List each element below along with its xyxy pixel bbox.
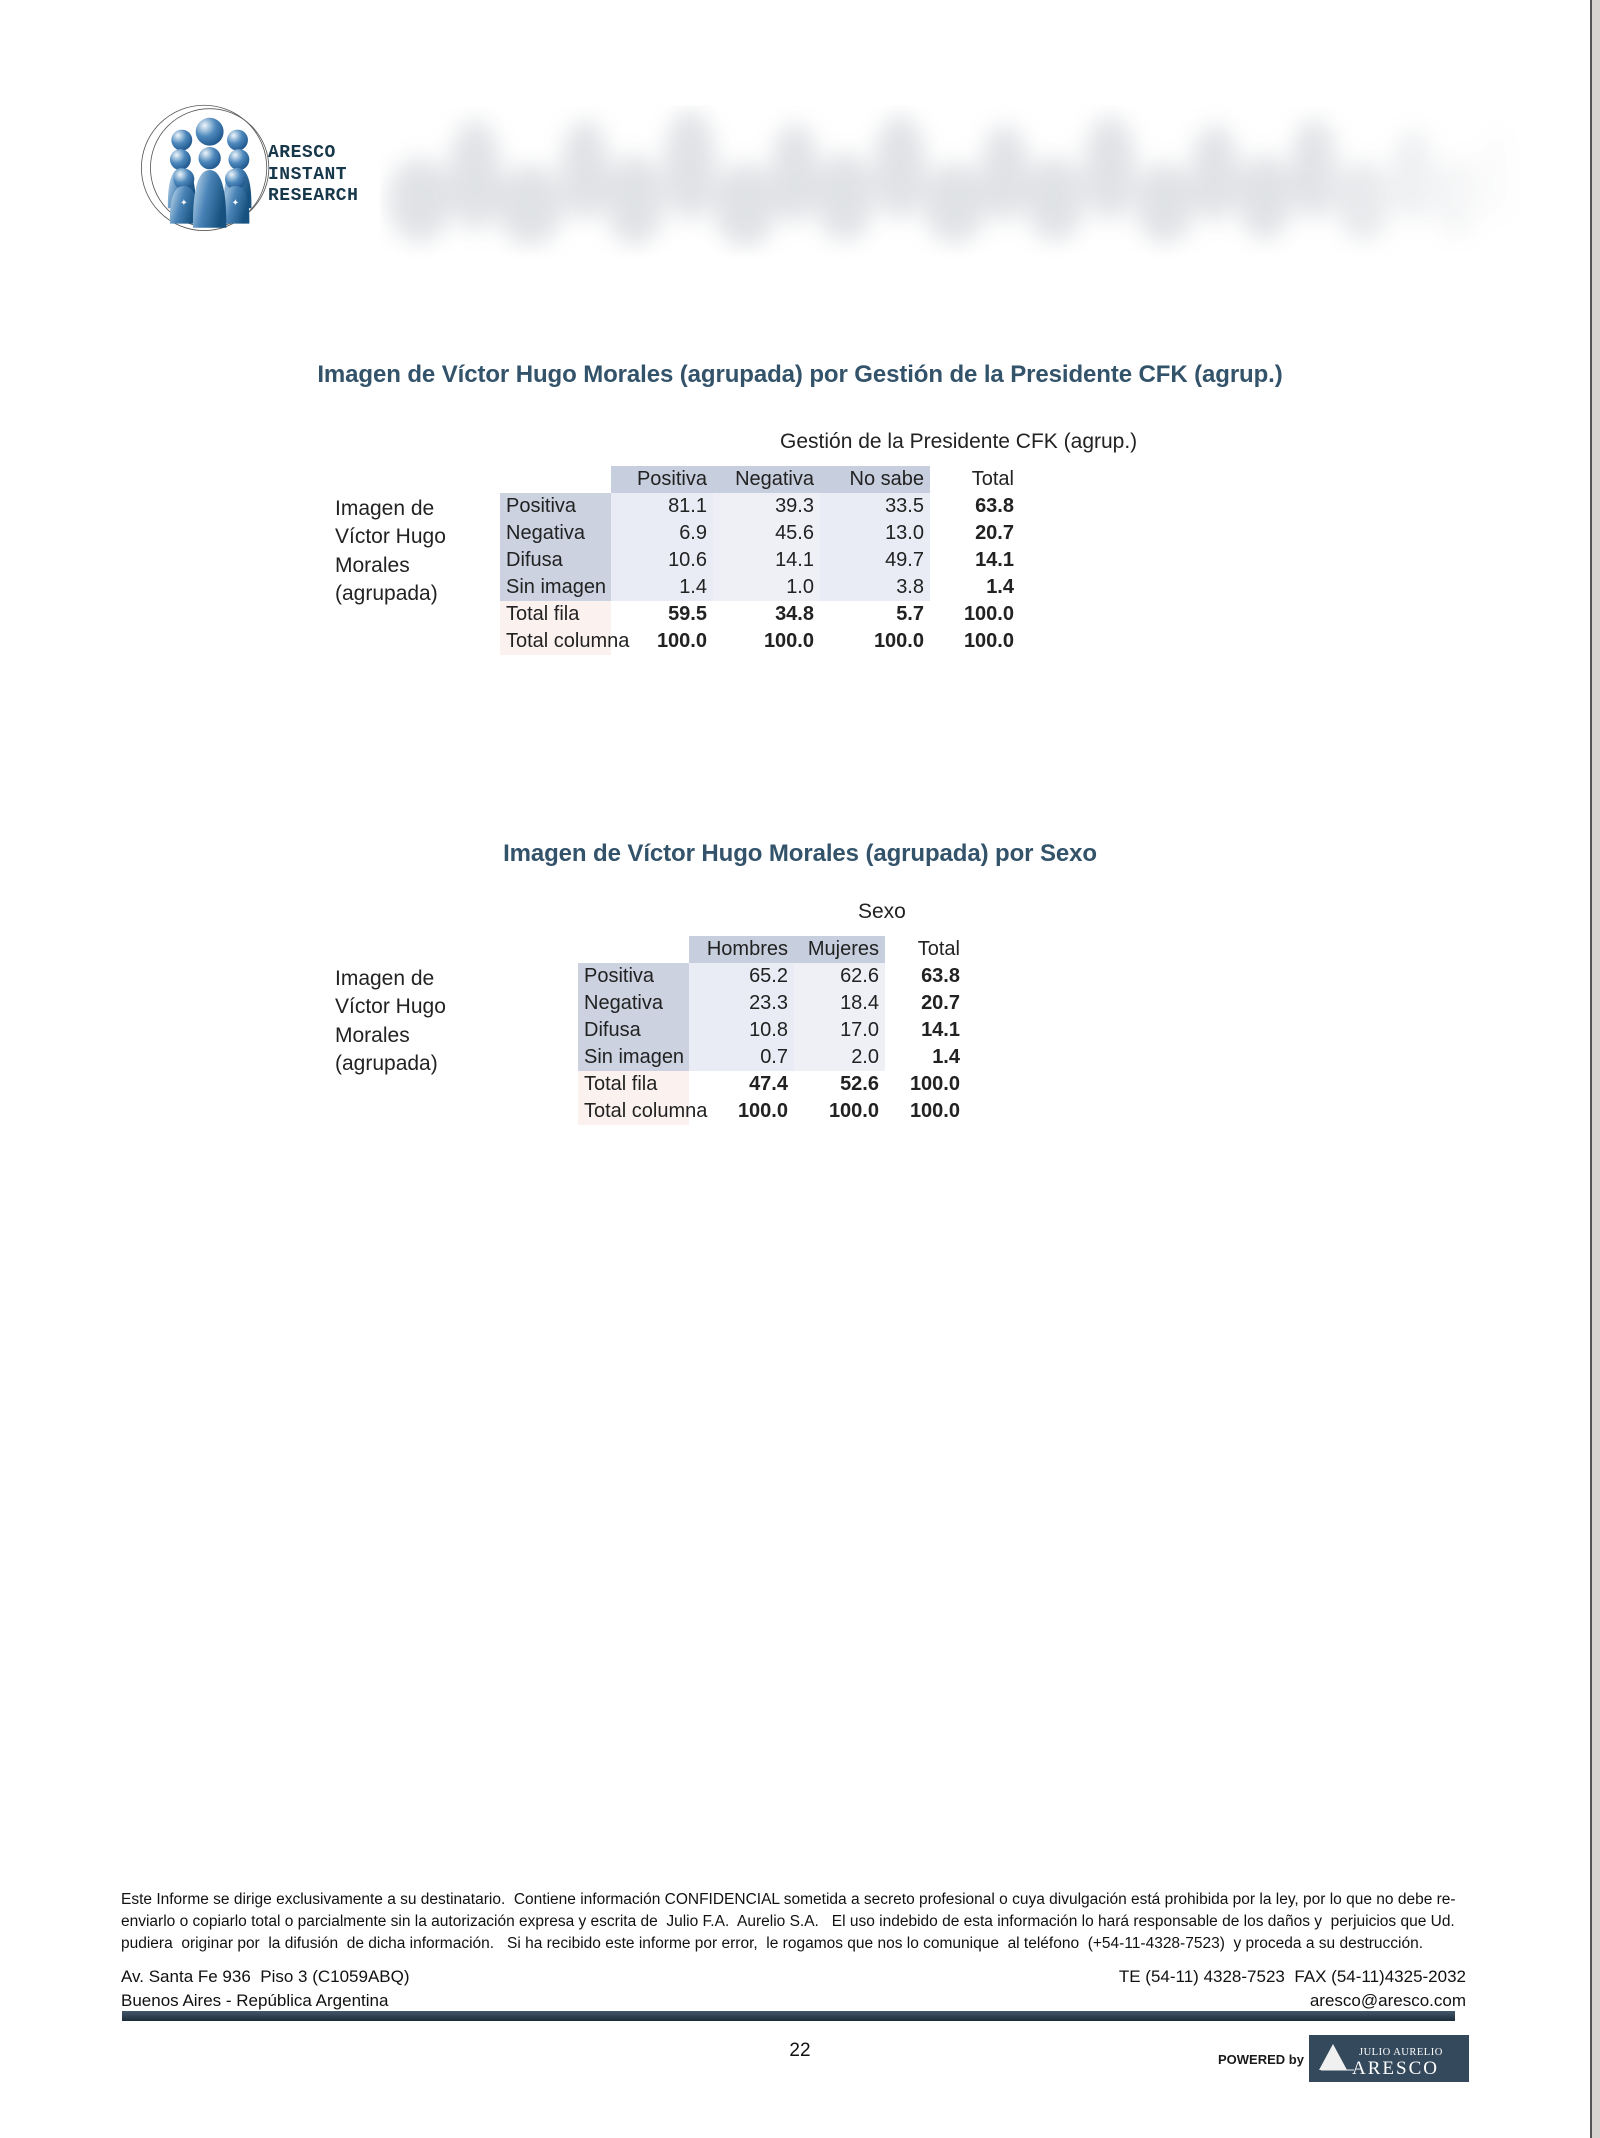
svg-text:ARESCO: ARESCO xyxy=(1352,2058,1439,2079)
svg-text:JULIO AURELIO: JULIO AURELIO xyxy=(1359,2047,1443,2058)
svg-text:✦: ✦ xyxy=(180,198,188,208)
svg-text:✦: ✦ xyxy=(232,198,240,208)
